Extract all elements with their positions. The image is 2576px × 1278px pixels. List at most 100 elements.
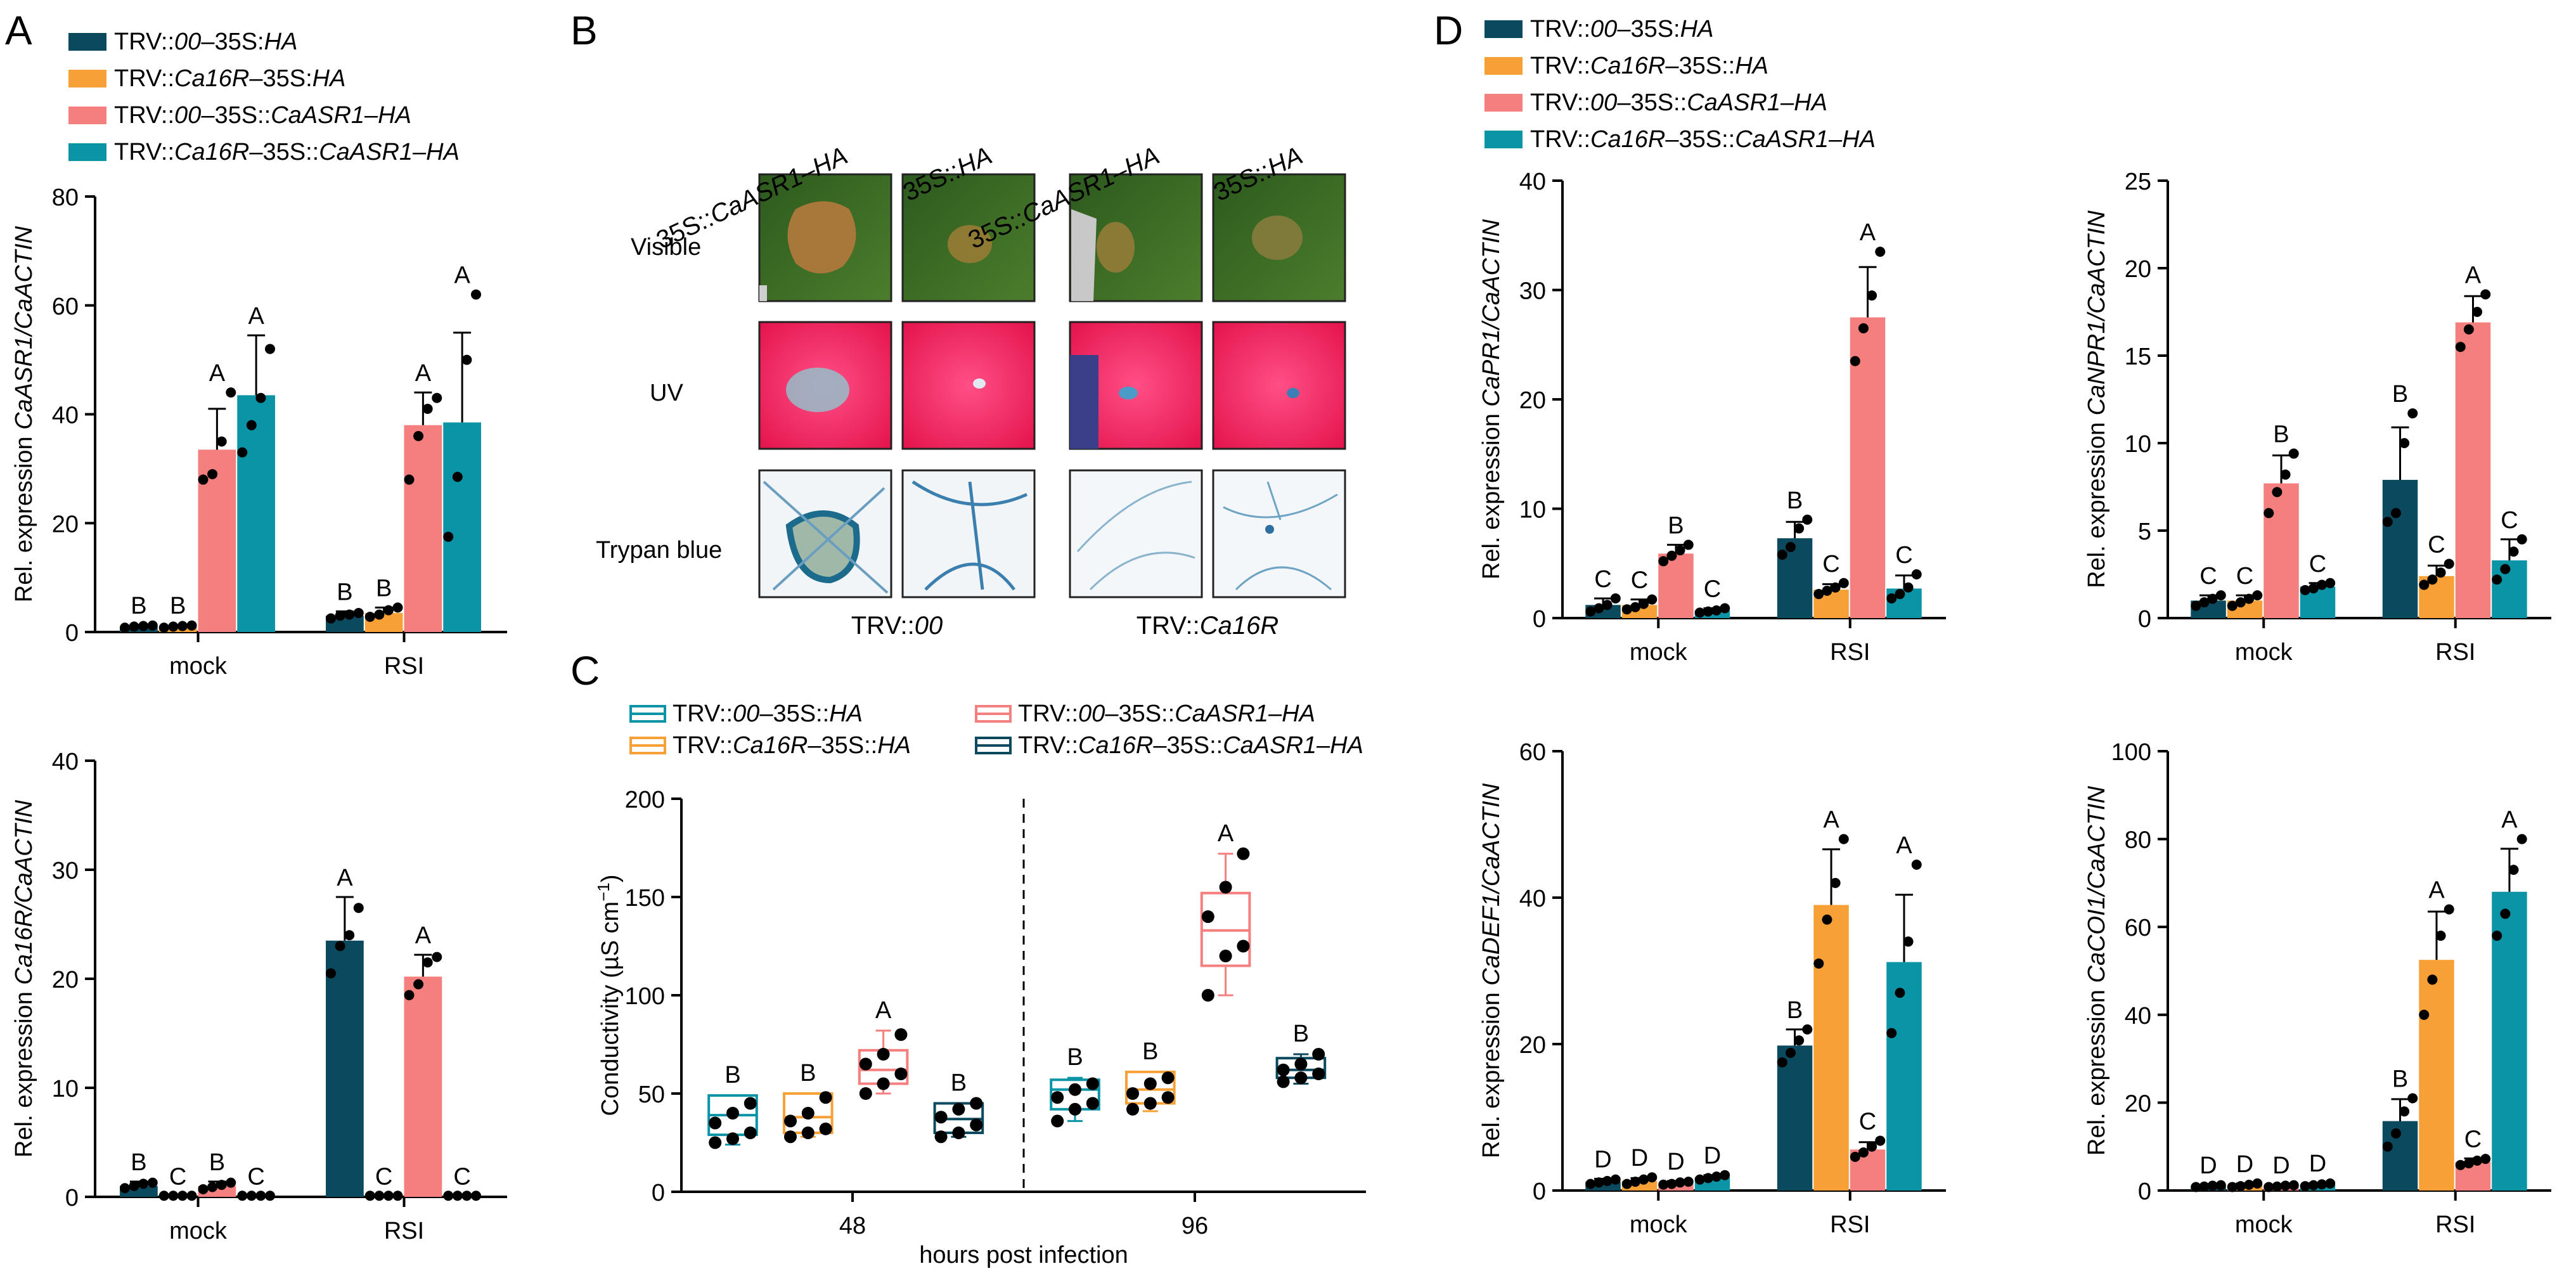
data-point [859, 1087, 872, 1100]
legend-label-part: Ca16R [1590, 53, 1665, 79]
legend-label-part: TRV:: [1530, 16, 1590, 42]
data-point [801, 1126, 815, 1139]
data-point [2280, 469, 2291, 480]
data-point [2419, 1009, 2430, 1020]
data-point [1126, 1102, 1139, 1116]
data-point [2272, 487, 2283, 498]
data-point [2480, 289, 2491, 300]
photo-edge [759, 285, 767, 301]
data-point [1161, 1071, 1175, 1085]
data-point [216, 436, 227, 447]
y-axis-label: Rel. expression CaNPR1/CaACTIN [2083, 210, 2110, 588]
y-axis-label-part: ) [597, 875, 624, 883]
data-point [2500, 908, 2511, 919]
y-axis-label-part: Rel. expression [1478, 986, 1505, 1158]
significance-letter: B [951, 1070, 967, 1097]
data-point [2272, 1181, 2283, 1192]
data-point [2508, 865, 2519, 875]
y-tick-label: 200 [625, 787, 665, 813]
data-point [1838, 578, 1849, 588]
legend-label-part: 00 [174, 29, 201, 55]
significance-letter: C [2428, 531, 2445, 558]
data-point [2382, 517, 2393, 527]
data-point [1886, 593, 1897, 604]
significance-letter: C [453, 1163, 470, 1190]
data-point [1086, 1077, 1099, 1090]
y-tick-label: 80 [2125, 827, 2151, 854]
data-point [1830, 582, 1841, 593]
significance-letter: D [2272, 1152, 2289, 1179]
x-tick-label: mock [1630, 1211, 1688, 1238]
legend-label-part: TRV:: [1018, 732, 1078, 759]
x-tick-label: 48 [839, 1213, 866, 1239]
lesion-1 [787, 201, 856, 274]
data-point [1777, 1057, 1787, 1068]
significance-letter: B [131, 1149, 146, 1176]
data-point [364, 611, 375, 622]
data-point [246, 420, 257, 430]
significance-letter: A [209, 360, 226, 387]
data-point [1621, 1178, 1632, 1189]
data-point [138, 1178, 149, 1189]
legend-label-part: –35S: [1617, 16, 1680, 42]
data-point [1658, 556, 1669, 567]
y-axis-label-part: Rel. expression [2083, 415, 2110, 588]
data-point [1895, 589, 1905, 600]
significance-letter: D [1631, 1145, 1648, 1172]
legend-label: TRV::Ca16R–35S::HA [1530, 53, 1768, 79]
data-point [1794, 523, 1805, 534]
data-point [443, 1191, 454, 1201]
data-point [1294, 1071, 1308, 1085]
significance-letter: C [375, 1163, 392, 1190]
data-point [392, 602, 403, 613]
significance-letter: C [2464, 1126, 2482, 1152]
legend-label-part: TRV:: [114, 29, 174, 55]
group-label-trv-ca16r-part: Ca16R [1200, 612, 1279, 640]
y-axis-label: Rel. expression CaDEF1/CaACTIN [1478, 783, 1505, 1158]
legend-label-part: CaASR1–HA [271, 102, 411, 129]
data-point [168, 621, 179, 632]
data-point [404, 990, 415, 1000]
data-point [1875, 247, 1886, 257]
legend-label-part: 00 [1590, 16, 1617, 42]
data-point [2244, 1179, 2255, 1190]
y-axis-label-part: Ca16R/CaACTIN [11, 799, 37, 984]
y-axis-label: Rel. expression CaPR1/CaACTIN [1478, 219, 1505, 579]
data-point [1711, 605, 1722, 616]
legend-label-part: –35S:: [1153, 732, 1223, 759]
y-tick-label: 20 [1519, 387, 1546, 414]
photo-trypan-4 [1212, 469, 1346, 598]
photo-trypan-3 [1069, 469, 1203, 598]
data-point [1277, 1063, 1290, 1076]
legend-label-part: CaASR1–HA [1175, 700, 1315, 727]
significance-letter: A [415, 360, 432, 387]
y-tick-label: 100 [625, 983, 665, 1010]
legend-label-part: HA [1680, 16, 1714, 42]
bar [2419, 960, 2454, 1191]
data-point [1219, 950, 1232, 962]
photo-edge-3 [1071, 209, 1097, 301]
significance-letter: C [169, 1163, 186, 1190]
data-point [709, 1136, 722, 1149]
data-point [1813, 958, 1824, 969]
data-point [1630, 602, 1640, 612]
significance-letter: B [1067, 1044, 1083, 1071]
data-point [934, 1111, 948, 1124]
data-point [2399, 1106, 2410, 1117]
data-point [2207, 1180, 2218, 1191]
data-point [1683, 1177, 1694, 1187]
data-point [158, 623, 169, 633]
data-point [1903, 936, 1914, 947]
data-point [801, 1107, 815, 1120]
legend-label-part: TRV:: [1530, 126, 1590, 153]
data-point [2500, 564, 2511, 574]
data-point [2325, 1178, 2336, 1189]
legend-label-part: TRV:: [114, 139, 174, 165]
legend-label-part: TRV:: [1018, 700, 1078, 727]
bar [2264, 483, 2299, 618]
legend-label-part: HA [829, 700, 863, 727]
data-point [2207, 593, 2218, 604]
significance-letter: B [1668, 512, 1684, 539]
y-tick-label: 0 [652, 1180, 665, 1206]
